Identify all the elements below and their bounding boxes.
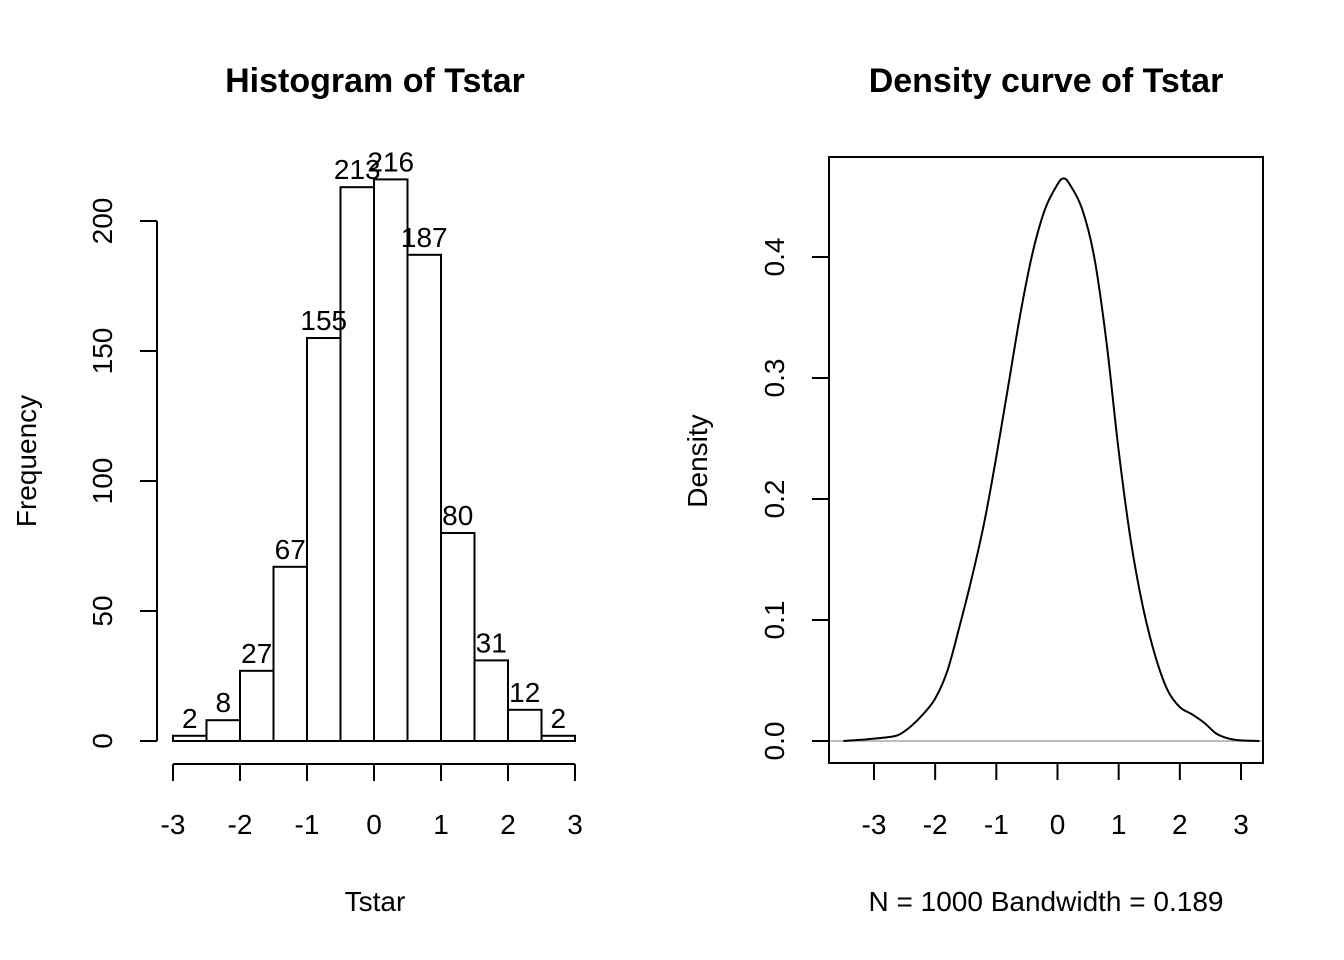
histogram-bar bbox=[205, 719, 241, 743]
histogram-y-axis: 0 50 100 150 200 bbox=[87, 198, 158, 749]
density-y-axis: 0.0 0.1 0.2 0.3 0.4 bbox=[759, 238, 829, 761]
histogram-bar-label: 67 bbox=[275, 534, 306, 565]
histogram-x-axis-label: Tstar bbox=[345, 886, 406, 917]
histogram-y-tick-label: 200 bbox=[87, 198, 118, 245]
density-y-tick-label: 0.3 bbox=[759, 359, 790, 398]
density-y-axis-label: Density bbox=[682, 414, 713, 507]
histogram-y-axis-label: Frequency bbox=[11, 395, 42, 527]
histogram-bar bbox=[540, 734, 576, 742]
histogram-bar-label: 2 bbox=[182, 703, 198, 734]
histogram-bar bbox=[306, 337, 342, 742]
density-y-tick-label: 0.1 bbox=[759, 601, 790, 640]
histogram-x-tick-label: -3 bbox=[161, 809, 186, 840]
histogram-bar-label: 187 bbox=[401, 222, 448, 253]
density-x-tick-label: -2 bbox=[923, 809, 948, 840]
histogram-x-tick-label: 0 bbox=[366, 809, 382, 840]
density-title: Density curve of Tstar bbox=[869, 62, 1224, 100]
density-y-tick-label: 0.4 bbox=[759, 238, 790, 277]
histogram-bar bbox=[440, 532, 476, 742]
density-x-tick-label: 3 bbox=[1233, 809, 1249, 840]
density-x-tick-label: 1 bbox=[1111, 809, 1127, 840]
histogram-bar bbox=[272, 565, 308, 742]
histogram-bar bbox=[172, 734, 208, 742]
histogram-bar bbox=[373, 178, 409, 742]
histogram-bar bbox=[339, 186, 375, 742]
histogram-x-tick-label: 3 bbox=[567, 809, 583, 840]
density-y-tick-label: 0.2 bbox=[759, 480, 790, 519]
histogram-bar-label: 31 bbox=[476, 627, 507, 658]
histogram-x-tick-label: -1 bbox=[295, 809, 320, 840]
histogram-bar-label: 12 bbox=[509, 677, 540, 708]
histogram-y-tick-label: 50 bbox=[87, 595, 118, 626]
density-x-tick-label: 0 bbox=[1050, 809, 1066, 840]
density-x-tick-label: 2 bbox=[1172, 809, 1188, 840]
histogram-bar bbox=[473, 659, 509, 743]
density-y-tick-label: 0.0 bbox=[759, 722, 790, 761]
histogram-panel: Histogram of Tstar Tstar Frequency 28276… bbox=[11, 62, 583, 917]
histogram-bar bbox=[406, 253, 442, 743]
histogram-bar-label: 80 bbox=[442, 500, 473, 531]
histogram-x-tick-label: 2 bbox=[500, 809, 516, 840]
density-x-tick-label: -1 bbox=[984, 809, 1009, 840]
histogram-bar-label: 155 bbox=[300, 305, 347, 336]
histogram-bar-label: 2 bbox=[550, 703, 566, 734]
histogram-title: Histogram of Tstar bbox=[225, 62, 525, 100]
histogram-y-tick-label: 0 bbox=[87, 733, 118, 749]
histogram-bar-label: 213 bbox=[334, 154, 381, 185]
histogram-bar-label: 8 bbox=[215, 687, 231, 718]
histogram-bar-label: 27 bbox=[241, 638, 272, 669]
histogram-bar bbox=[239, 669, 275, 742]
histogram-x-tick-label: -2 bbox=[228, 809, 253, 840]
density-plot-box bbox=[828, 156, 1264, 764]
density-x-axis-label: N = 1000 Bandwidth = 0.189 bbox=[869, 886, 1224, 917]
histogram-y-tick-label: 100 bbox=[87, 458, 118, 505]
histogram-x-tick-label: 1 bbox=[433, 809, 449, 840]
density-panel: Density curve of Tstar N = 1000 Bandwidt… bbox=[682, 62, 1264, 917]
histogram-y-tick-label: 150 bbox=[87, 328, 118, 375]
density-x-tick-label: -3 bbox=[862, 809, 887, 840]
histogram-x-axis: -3 -2 -1 0 1 2 3 bbox=[161, 763, 583, 840]
histogram-bar-label: 216 bbox=[367, 146, 414, 177]
histogram-bar bbox=[507, 708, 543, 742]
density-x-axis: -3 -2 -1 0 1 2 3 bbox=[862, 763, 1249, 840]
histogram-bars bbox=[172, 178, 576, 743]
density-curve bbox=[843, 177, 1260, 742]
